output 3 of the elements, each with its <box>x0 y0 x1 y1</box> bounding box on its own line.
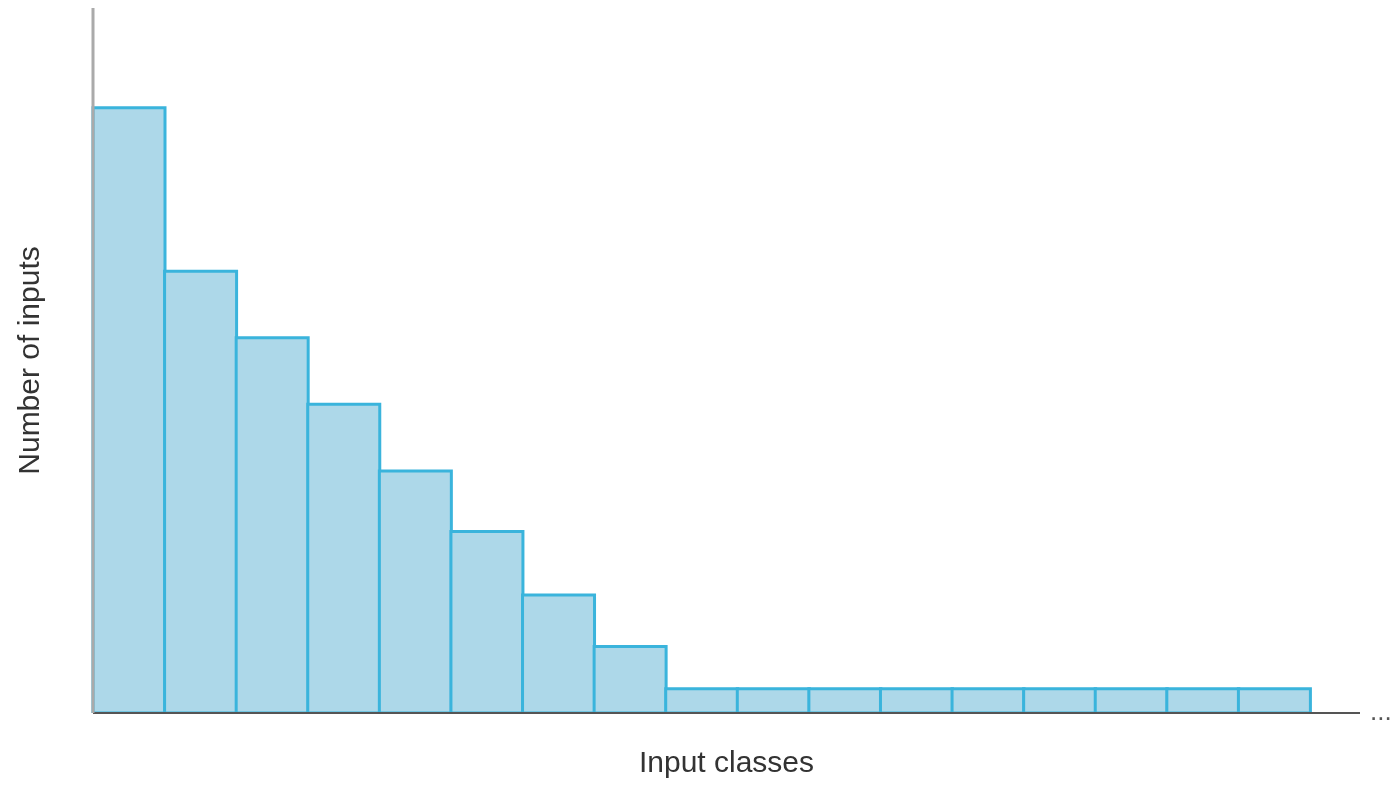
x-axis-title: Input classes <box>638 745 815 778</box>
y-axis-title: Number of inputs <box>11 246 45 475</box>
text: ... <box>1370 696 1392 727</box>
